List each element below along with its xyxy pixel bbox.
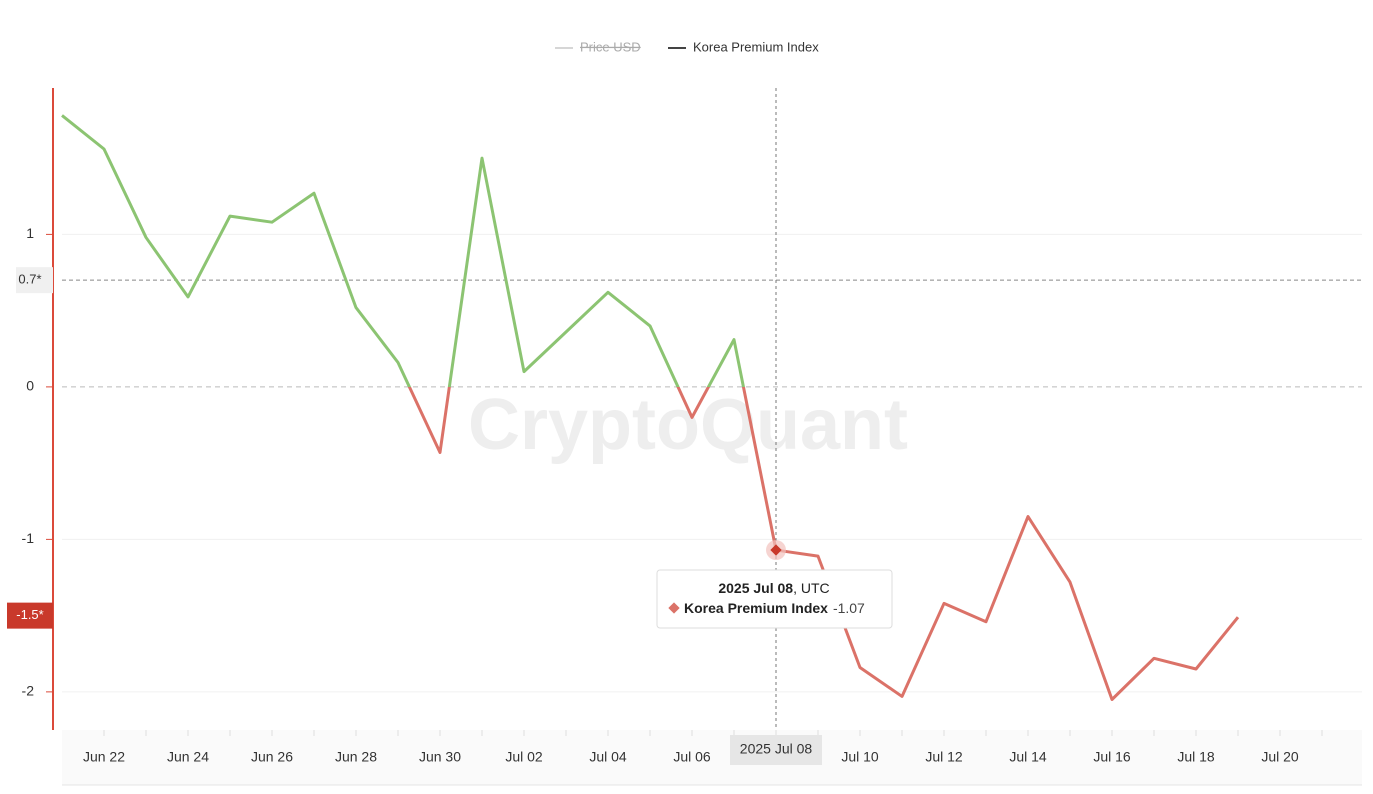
x-tick-label: Jul 12	[925, 749, 963, 765]
x-tick-label: Jun 24	[167, 749, 209, 765]
tooltip-row: Korea Premium Index -1.07	[684, 600, 865, 616]
y-tick-label: -1	[22, 530, 35, 546]
x-axis-band	[62, 730, 1362, 785]
x-tick-label: Jul 20	[1261, 749, 1299, 765]
marker-label-box	[16, 267, 53, 294]
x-tick-label: Jul 02	[505, 749, 543, 765]
legend-entry[interactable]: Korea Premium Index	[693, 39, 819, 54]
marker-label: 0.7*	[18, 272, 41, 287]
x-tick-label: Jul 06	[673, 749, 711, 765]
x-tick-label: Jun 22	[83, 749, 125, 765]
x-tick-label: Jul 10	[841, 749, 879, 765]
tooltip-date: 2025 Jul 08	[718, 580, 793, 596]
x-tick-label: Jul 14	[1009, 749, 1047, 765]
y-tick-label: 0	[26, 378, 34, 394]
x-tick-label: Jun 28	[335, 749, 377, 765]
marker-label: -1.5*	[16, 607, 43, 622]
tooltip-timezone: , UTC	[793, 580, 830, 596]
tooltip-box	[656, 569, 893, 629]
x-tick-label: Jun 30	[419, 749, 461, 765]
series-line	[61, 114, 1240, 702]
tooltip: 2025 Jul 08, UTC Korea Premium Index -1.07	[656, 569, 893, 629]
marker-label-box	[7, 602, 53, 629]
tooltip-value: -1.07	[833, 600, 865, 616]
watermark: CryptoQuant	[468, 385, 908, 465]
legend-entry[interactable]: Price USD	[580, 39, 641, 54]
crosshair-label-box	[730, 735, 822, 765]
tooltip-title: 2025 Jul 08, UTC	[718, 580, 829, 596]
x-tick-label: Jul 04	[589, 749, 627, 765]
y-tick-label: -2	[22, 683, 35, 699]
hover-point	[770, 544, 782, 556]
y-tick-label: 1	[26, 225, 34, 241]
tooltip-swatch	[668, 602, 680, 614]
tooltip-series: Korea Premium Index	[684, 600, 828, 616]
x-tick-label: Jul 18	[1177, 749, 1215, 765]
x-tick-label: Jun 26	[251, 749, 293, 765]
crosshair-label: 2025 Jul 08	[740, 741, 813, 757]
legend: Price USD Korea Premium Index	[555, 39, 819, 54]
x-tick-label: Jul 16	[1093, 749, 1131, 765]
